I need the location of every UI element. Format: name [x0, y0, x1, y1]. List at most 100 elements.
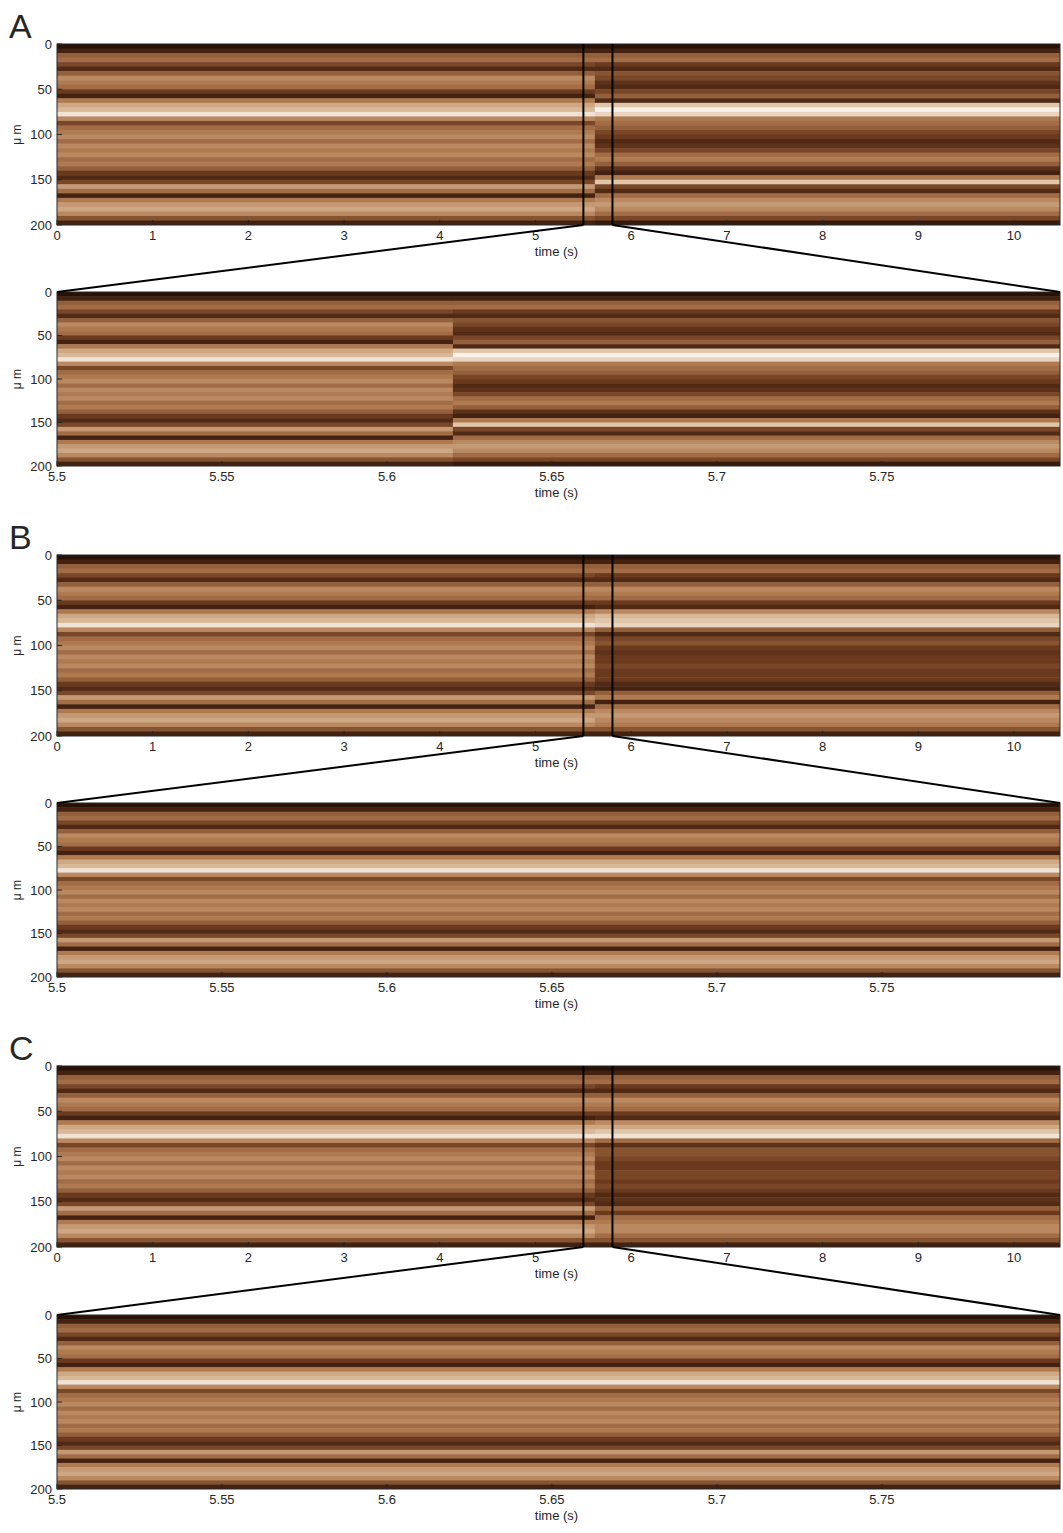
x-tick-label: 5.55 [209, 1492, 234, 1507]
cell [595, 627, 1060, 632]
cell [595, 1233, 1060, 1238]
y-tick-label: 150 [30, 926, 52, 941]
cell [595, 709, 1060, 714]
x-axis-title: time (s) [535, 755, 578, 770]
cell [595, 49, 1060, 54]
x-tick-label: 1 [149, 1250, 156, 1265]
x-tick-label: 4 [436, 1250, 443, 1265]
panel: 012345678910050100150200time (s)μ mB [9, 518, 1061, 770]
cell [595, 1152, 1060, 1157]
cell [57, 1476, 1060, 1481]
cell [595, 180, 1060, 185]
cell [595, 139, 1060, 144]
cell [57, 877, 1060, 882]
y-tick [57, 890, 62, 891]
cell [57, 121, 595, 126]
zoom-connector [57, 225, 583, 292]
cell [57, 894, 1060, 899]
cell [453, 344, 1060, 349]
frame [57, 292, 1060, 466]
cell [595, 220, 1060, 225]
cell [57, 327, 453, 332]
zoom-connector [57, 1247, 583, 1315]
y-tick-label: 150 [30, 172, 52, 187]
zoom-line [582, 44, 584, 225]
cell [595, 1157, 1060, 1162]
cell [57, 929, 1060, 934]
x-tick-label: 5.75 [869, 1492, 894, 1507]
cell [57, 184, 595, 189]
cell [595, 89, 1060, 94]
cell [595, 94, 1060, 99]
cell [57, 1415, 1060, 1420]
cell [57, 1454, 1060, 1459]
cell [57, 344, 453, 349]
x-tick-label: 6 [628, 1250, 635, 1265]
cell [57, 1120, 595, 1125]
x-tick [535, 731, 536, 736]
cell [57, 912, 1060, 917]
cell [453, 414, 1060, 419]
cell [453, 357, 1060, 362]
cell [57, 1098, 595, 1103]
cell [57, 700, 595, 705]
cell [595, 713, 1060, 718]
panel: 5.55.555.65.655.75.75050100150200time (s… [10, 285, 1061, 501]
cell [57, 116, 595, 121]
x-tick-label: 7 [723, 1250, 730, 1265]
cell [595, 686, 1060, 691]
x-tick-label: 9 [915, 739, 922, 754]
cell [57, 207, 595, 212]
cell [57, 396, 453, 401]
cell [57, 1147, 595, 1152]
cell [57, 379, 453, 384]
y-tick-label: 0 [45, 1308, 52, 1323]
cell [57, 820, 1060, 825]
cell [57, 357, 453, 362]
cell [595, 1138, 1060, 1143]
heatmap-cells [57, 292, 1060, 466]
cell [595, 53, 1060, 58]
cell [57, 578, 595, 583]
cell [57, 1376, 1060, 1381]
cell [57, 418, 453, 423]
cell [595, 98, 1060, 103]
cell [57, 180, 595, 185]
cell [595, 1193, 1060, 1198]
cell [57, 457, 453, 462]
y-tick [57, 1402, 62, 1403]
heatmap-cells [57, 1315, 1060, 1489]
cell [595, 1116, 1060, 1121]
cell [57, 636, 595, 641]
cell [595, 62, 1060, 67]
x-tick [386, 1484, 387, 1489]
y-tick [57, 179, 62, 180]
cell [595, 1093, 1060, 1098]
cell [57, 171, 595, 176]
panel: 012345678910050100150200time (s)μ mA [9, 7, 1061, 259]
cell [453, 405, 1060, 410]
x-tick [1014, 1242, 1015, 1247]
y-tick-label: 50 [38, 1104, 52, 1119]
cell [595, 582, 1060, 587]
cell [595, 1098, 1060, 1103]
heatmap-cells [57, 555, 1060, 736]
cell [57, 1116, 595, 1121]
panel-label: A [9, 7, 32, 45]
cell [453, 314, 1060, 319]
cell [57, 1134, 595, 1139]
cell [595, 1134, 1060, 1139]
x-tick [881, 1484, 882, 1489]
y-tick-label: 200 [30, 218, 52, 233]
x-tick-label: 8 [819, 228, 826, 243]
cell [57, 718, 595, 723]
frame [57, 555, 1060, 736]
cell [57, 153, 595, 158]
y-tick-label: 200 [30, 459, 52, 474]
y-tick [57, 1066, 62, 1067]
cell [57, 1324, 1060, 1329]
cell [57, 812, 1060, 817]
y-tick [57, 134, 62, 135]
cell [595, 691, 1060, 696]
cell [453, 296, 1060, 301]
